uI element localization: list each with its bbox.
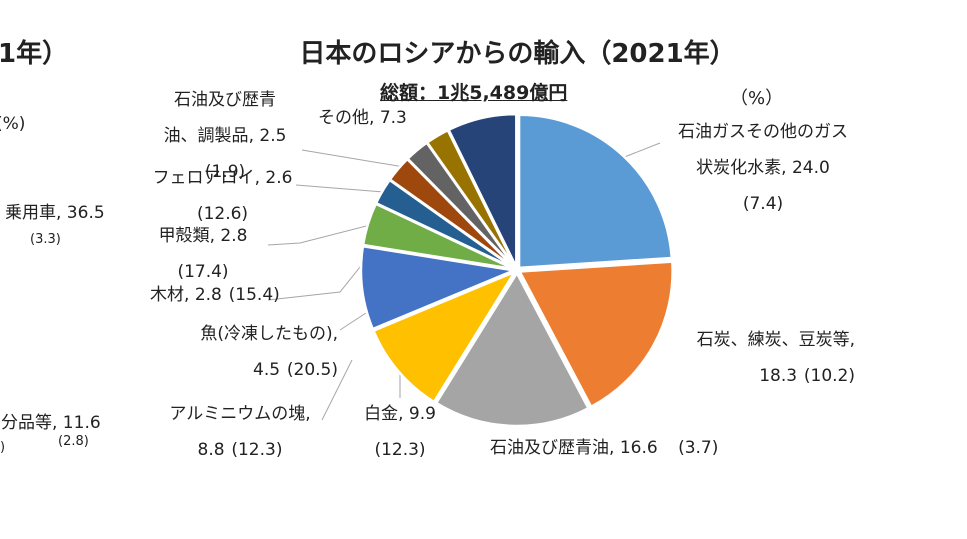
leader-line — [339, 312, 367, 331]
fragment-label: 部分品等, 11.6 — [0, 413, 101, 433]
value-label: 18.3 — [759, 366, 798, 386]
share-label: (1.9) — [204, 162, 246, 182]
category-label: 魚(冷凍したもの) — [200, 324, 333, 344]
leader-line — [295, 184, 397, 194]
data-label: 石油及び歴青 油、調製品, 2.5 (1.9) — [145, 82, 305, 190]
value-label: 2.6 — [265, 168, 293, 188]
data-label: その他, 7.3 — [318, 100, 438, 136]
unit-label: （%） — [730, 88, 784, 109]
data-label: 甲殻類, 2.8 (17.4) — [138, 218, 268, 290]
pie-slice — [359, 244, 519, 331]
share-label: (20.5) — [286, 360, 338, 380]
label-separator: , — [332, 324, 338, 344]
category-label: その他 — [318, 108, 369, 128]
label-separator: , — [254, 168, 266, 188]
label-separator: , — [305, 404, 311, 424]
leader-line — [301, 149, 411, 169]
category-label: 石油及び歴青 油、調製品 — [163, 90, 276, 146]
value-label: 2.5 — [259, 126, 287, 146]
value-label: 7.3 — [379, 108, 407, 128]
leader-line — [321, 359, 353, 421]
label-separator: , — [248, 126, 260, 146]
share-label: (17.4) — [177, 262, 229, 282]
data-label: 白金, 9.9 (12.3) — [335, 396, 465, 468]
pie-slice — [371, 269, 518, 404]
label-separator: , — [781, 158, 792, 178]
data-label: アルミニウムの塊, 8.8 (12.3) — [150, 396, 330, 468]
fragment-label: ) — [0, 440, 6, 455]
category-label: アルミニウムの塊 — [169, 404, 306, 424]
share-label: (7.4) — [742, 194, 784, 214]
share-label: (12.6) — [196, 204, 249, 224]
pie-slice — [446, 112, 518, 268]
label-separator: , — [609, 438, 620, 458]
chart-subtitle: 総額：1兆5,489億円 — [380, 82, 568, 104]
fragment-label: 乗用車, 36.5 — [5, 203, 105, 223]
data-label: 魚(冷凍したもの), 4.5 (20.5) — [150, 316, 338, 388]
fragment-unit: (%) — [0, 114, 26, 134]
category-label: 石炭、練炭、豆炭等 — [696, 330, 850, 350]
pie-slice — [434, 270, 591, 428]
label-separator: , — [209, 226, 221, 246]
share-label: (3.7) — [678, 438, 719, 458]
data-label: 石油及び歴青油, 16.6 (3.7) — [490, 430, 790, 466]
data-label: 石炭、練炭、豆炭等, 18.3 (10.2) — [655, 322, 855, 394]
label-separator: , — [369, 108, 380, 128]
share-label: (12.3) — [231, 440, 283, 460]
share-label: (12.3) — [374, 440, 426, 460]
value-label: 24.0 — [791, 158, 830, 178]
category-label: 白金 — [364, 404, 399, 424]
value-label: 4.5 — [253, 360, 281, 380]
label-separator: , — [184, 285, 195, 305]
label-separator: , — [398, 404, 409, 424]
chart-title: 日本のロシアからの輸入（2021年） — [299, 39, 736, 69]
share-label: (10.2) — [803, 366, 855, 386]
pie-slice — [517, 113, 674, 270]
fragment-title: 1年） — [0, 39, 69, 69]
label-separator: , — [849, 330, 855, 350]
data-label: フェロアロイ, 2.6 (12.6) — [145, 160, 300, 232]
data-label: 石油ガスその他のガス 状炭化水素, 24.0 (7.4) — [668, 114, 858, 222]
category-label: 木材 — [150, 285, 184, 305]
category-label: 石油ガスその他のガス 状炭化水素 — [678, 122, 848, 178]
value-label: 8.8 — [197, 440, 225, 460]
share-label: (15.4) — [228, 285, 280, 305]
value-label: 16.6 — [619, 438, 658, 458]
category-label: フェロアロイ — [152, 168, 255, 188]
fragment-label: (3.3) — [30, 232, 61, 247]
value-label: 2.8 — [220, 226, 248, 246]
category-label: 甲殻類 — [158, 226, 210, 246]
fragment-label: (2.8) — [58, 434, 89, 449]
category-label: 石油及び歴青油 — [490, 438, 609, 458]
pie-slice — [517, 260, 674, 409]
value-label: 9.9 — [408, 404, 436, 424]
data-label: 木材, 2.8 (15.4) — [150, 277, 350, 313]
leader-line — [267, 221, 383, 246]
leader-line — [621, 142, 661, 159]
value-label: 2.8 — [194, 285, 222, 305]
